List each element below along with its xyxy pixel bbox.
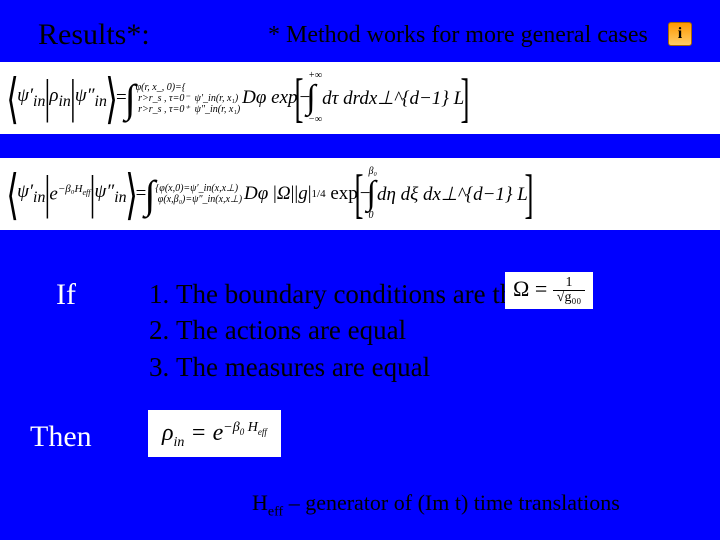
eq1-ket: ψ″ [75,85,95,106]
eq1-int-limits: +∞ ∫ −∞ [308,71,322,125]
if-label: If [56,278,76,312]
omega-definition: Ω = 1 √g₀₀ [505,272,593,309]
eq2-int-limits: β₀ ∫ 0 [368,167,376,221]
condition-2: The actions are equal [176,312,588,348]
header: Results*: * Method works for more genera… [0,10,720,50]
equation-rho-matrix-element: ⟨ ψ′in | ρin | ψ″in ⟩ = ∫ φ(r, x_, 0)={ … [0,62,720,134]
footnote: * Method works for more general cases [268,22,648,49]
eq1-op: ρ [49,85,58,106]
eq1-measure: Dφ exp [242,87,297,109]
eq2-op: e−β₀Heff [49,183,90,205]
info-icon[interactable]: i [668,22,692,46]
eq2-ket: ψ″ [95,181,115,202]
eq2-integrand: dη dξ dx⊥^{d−1} L [377,183,528,206]
eq1-boundary-conditions: φ(r, x_, 0)={ r>r_s , τ=0⁻ ψ′_in(r, x₁) … [136,82,241,115]
eq1-bra: ψ′ [17,85,33,106]
page-title: Results*: [38,18,150,52]
eq2-bra: ψ′ [17,181,33,202]
eq1-integrand: dτ drdx⊥^{d−1} L [322,87,464,110]
slide-root: Results*: * Method works for more genera… [0,0,720,540]
heff-footnote: Heff – generator of (Im t) time translat… [252,490,620,520]
eq2-boundary-conditions: {φ(x,0)=ψ′_in(x,x⊥) φ(x,β₀)=ψ″_in(x,x⊥) [155,183,242,205]
condition-3: The measures are equal [176,349,588,385]
then-label: Then [30,420,92,454]
equation-heff-matrix-element: ⟨ ψ′in | e−β₀Heff | ψ″in ⟩ = ∫ {φ(x,0)=ψ… [0,158,720,230]
rho-result: ρin = e−β0 Heff [148,410,281,457]
